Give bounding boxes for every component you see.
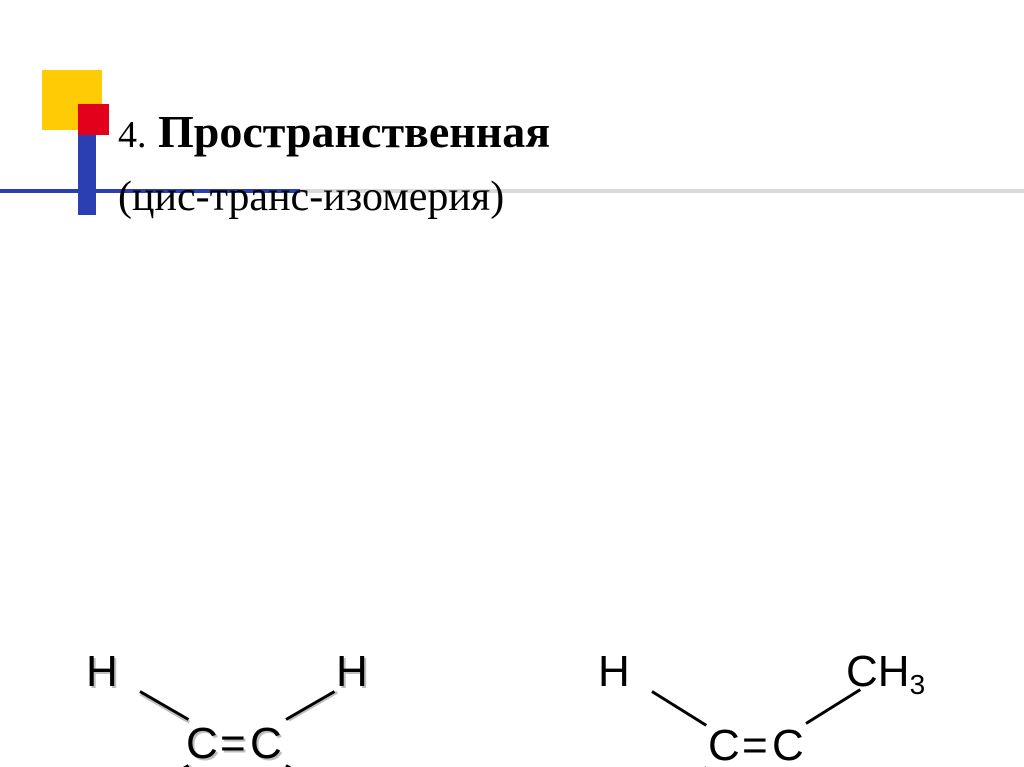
molecule-trans: HCH3C=CCH3H [560, 650, 980, 767]
title-number: 4. [118, 114, 147, 156]
title-main: Пространственная [158, 106, 550, 157]
atom-eq: = [220, 722, 246, 766]
bond-0 [651, 690, 707, 726]
deco-red-square [78, 104, 109, 135]
molecule-cis: HHC=CCH3CH3 [40, 650, 460, 767]
atom-H_topL: H [86, 650, 118, 694]
bond-0 [139, 690, 189, 721]
slide: 4. Пространственная (цис-транс-изомерия)… [0, 0, 1024, 767]
bond-1 [285, 690, 335, 721]
formula-area: HHC=CCH3CH3 HCH3C=CCH3H [0, 320, 1024, 680]
atom-C_left: C [186, 722, 218, 766]
atom-C_left: C [708, 724, 740, 767]
slide-title: 4. Пространственная (цис-транс-изомерия) [118, 106, 938, 221]
atom-H_topL: H [598, 650, 630, 694]
atom-eq: = [742, 724, 768, 767]
atom-C_right: C [250, 722, 282, 766]
atom-H_topR: H [336, 650, 368, 694]
deco-blue-bar [78, 135, 96, 215]
title-line-1: 4. Пространственная [118, 106, 938, 159]
bond-1 [805, 688, 861, 724]
title-line-2: (цис-транс-изомерия) [118, 173, 938, 221]
atom-CH3_TR: CH3 [846, 650, 925, 694]
atom-C_right: C [772, 724, 804, 767]
